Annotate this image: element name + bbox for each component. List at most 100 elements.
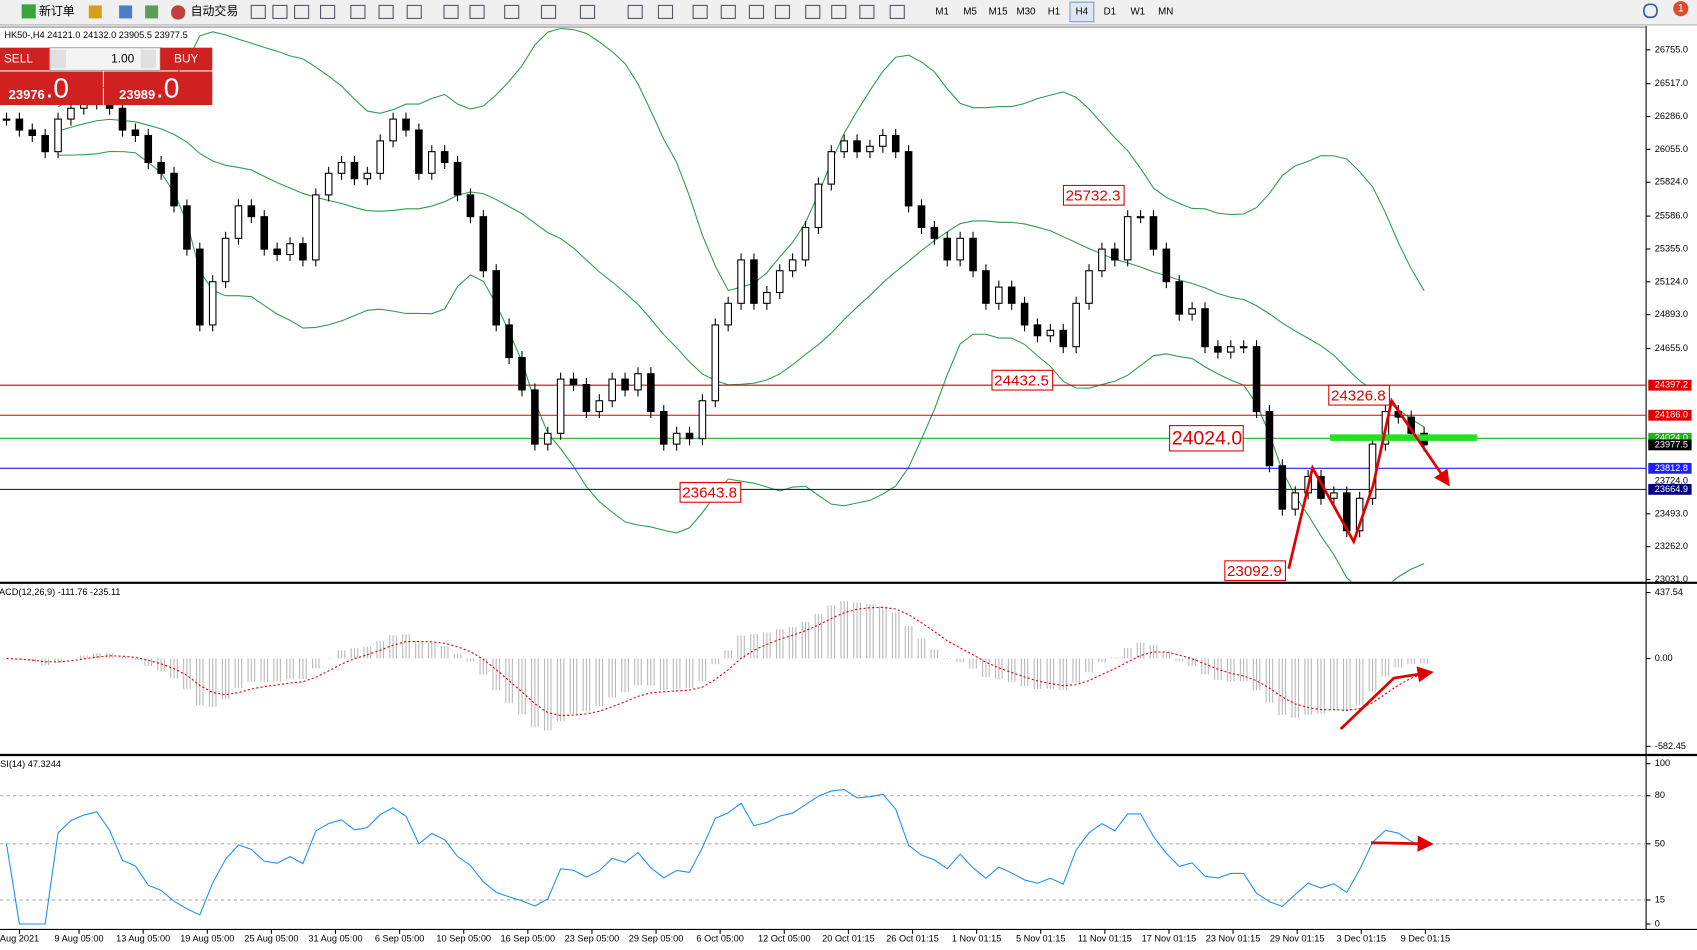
time-label: 6 Sep 05:00 xyxy=(375,934,425,944)
price-annotation-box xyxy=(1328,384,1390,406)
price-annotation: 23092.9 xyxy=(1227,563,1282,580)
timeframe-bar: M1 M5 M15 M30 H1 H4 D1 W1 MN xyxy=(935,1,1173,23)
toolbar-tool[interactable] xyxy=(692,4,708,19)
timeframe-button[interactable]: H1 xyxy=(1048,6,1060,17)
macd-panel xyxy=(6,601,1428,731)
toolbar-tool[interactable] xyxy=(272,4,288,19)
notification-badge[interactable] xyxy=(1673,1,1689,17)
bollinger-band xyxy=(58,150,1425,582)
candle xyxy=(157,161,165,174)
candle xyxy=(67,107,75,120)
timeframe-button[interactable]: M30 xyxy=(1017,6,1037,17)
price-annotation-box xyxy=(1062,184,1125,206)
toolbar-tool[interactable] xyxy=(774,4,791,19)
buy-button[interactable] xyxy=(160,47,213,71)
toolbar-tool[interactable] xyxy=(748,4,765,19)
toolbar-icons xyxy=(250,4,905,19)
buy-price-box[interactable] xyxy=(103,71,213,106)
candle xyxy=(1046,329,1055,337)
sell-label[interactable]: SELL xyxy=(4,52,34,66)
lots-spinner[interactable] xyxy=(50,49,67,69)
candle xyxy=(427,151,436,174)
candle xyxy=(1330,492,1338,499)
candle xyxy=(943,237,952,261)
candle xyxy=(479,216,488,272)
timeframe-button[interactable]: MN xyxy=(1158,6,1173,17)
timeframe-button[interactable]: D1 xyxy=(1104,6,1116,17)
price-annotation: 24326.8 xyxy=(1331,387,1386,404)
candle xyxy=(1111,248,1119,261)
toolbar-tool[interactable] xyxy=(504,4,520,19)
timeframe-button[interactable]: W1 xyxy=(1130,6,1145,17)
toolbar-tool[interactable] xyxy=(657,4,674,19)
candle xyxy=(1059,329,1068,348)
candle xyxy=(505,324,513,359)
toolbar-tool[interactable] xyxy=(350,4,366,19)
toolbar-tool[interactable] xyxy=(805,4,821,19)
timeframe-button[interactable]: M5 xyxy=(963,6,977,17)
candle xyxy=(853,140,861,153)
toolbar-tool[interactable] xyxy=(627,4,643,19)
toolbar-tool[interactable] xyxy=(540,4,557,19)
candle xyxy=(1291,492,1300,510)
price-annotation-box xyxy=(991,369,1054,391)
active-timeframe xyxy=(1069,1,1095,23)
timeframe-button[interactable]: H4 xyxy=(1076,6,1089,17)
candle xyxy=(556,378,565,434)
candle xyxy=(685,432,694,440)
search-button[interactable] xyxy=(1643,3,1658,19)
candle xyxy=(54,118,62,153)
candle xyxy=(608,378,616,402)
time-label: Aug 2021 xyxy=(0,934,39,944)
rsi-tick-label: 0 xyxy=(1655,918,1660,928)
tool-icon[interactable] xyxy=(88,5,102,19)
time-label: 9 Aug 05:00 xyxy=(55,934,104,944)
tool-icon[interactable] xyxy=(119,5,133,19)
toolbar-tool[interactable] xyxy=(406,4,422,19)
user-drawings xyxy=(1287,397,1478,852)
time-label: 31 Aug 05:00 xyxy=(308,934,362,944)
price-annotation-box xyxy=(1169,425,1244,452)
toolbar-tool[interactable] xyxy=(831,4,847,19)
candle xyxy=(286,243,294,256)
sell-button[interactable] xyxy=(0,47,50,71)
new-order-icon[interactable] xyxy=(21,4,36,19)
toolbar-tool[interactable] xyxy=(378,4,394,19)
toolbar-tool[interactable] xyxy=(443,4,459,19)
auto-trading-icon[interactable] xyxy=(171,5,186,20)
one-click-trading: SELL 1.00 BUY 23976 .0 23989 .0 xyxy=(0,47,213,106)
timeframe-button[interactable]: M15 xyxy=(989,6,1008,17)
lots-spinner[interactable] xyxy=(140,49,156,69)
toolbar-tool[interactable] xyxy=(320,4,336,19)
candle xyxy=(221,237,230,283)
rsi-tick-label: 50 xyxy=(1655,838,1665,848)
time-label: 25 Aug 05:00 xyxy=(244,934,298,944)
tool-icon[interactable] xyxy=(145,5,159,19)
auto-trading-button[interactable]: 自动交易 xyxy=(191,4,239,18)
candle xyxy=(711,324,720,402)
candle xyxy=(518,356,526,391)
candle xyxy=(363,172,372,180)
lots-value[interactable]: 1.00 xyxy=(111,52,135,66)
time-label: 23 Nov 01:15 xyxy=(1206,934,1261,944)
candle xyxy=(879,134,887,147)
buy-label[interactable]: BUY xyxy=(174,52,199,66)
toolbar-tool[interactable] xyxy=(250,4,266,19)
rsi-tick-label: 80 xyxy=(1655,790,1665,800)
toolbar-tool[interactable] xyxy=(720,4,736,19)
toolbar-tool[interactable] xyxy=(889,4,905,19)
sell-price-box[interactable] xyxy=(0,71,103,106)
candle xyxy=(866,145,874,153)
candle xyxy=(1226,346,1235,353)
toolbar-tool[interactable] xyxy=(294,4,310,19)
toolbar-tool[interactable] xyxy=(579,4,596,19)
toolbar-tool[interactable] xyxy=(469,4,485,19)
new-order-button[interactable]: 新订单 xyxy=(39,4,75,18)
toolbar-tool[interactable] xyxy=(859,4,875,19)
red-arrow xyxy=(1287,397,1450,570)
candle xyxy=(750,259,758,304)
price-tick-label: 24893.0 xyxy=(1655,309,1688,319)
price-annotation: 25732.3 xyxy=(1066,187,1121,204)
timeframe-button[interactable]: M1 xyxy=(935,6,949,17)
price-tick-label: 25355.0 xyxy=(1655,243,1688,253)
